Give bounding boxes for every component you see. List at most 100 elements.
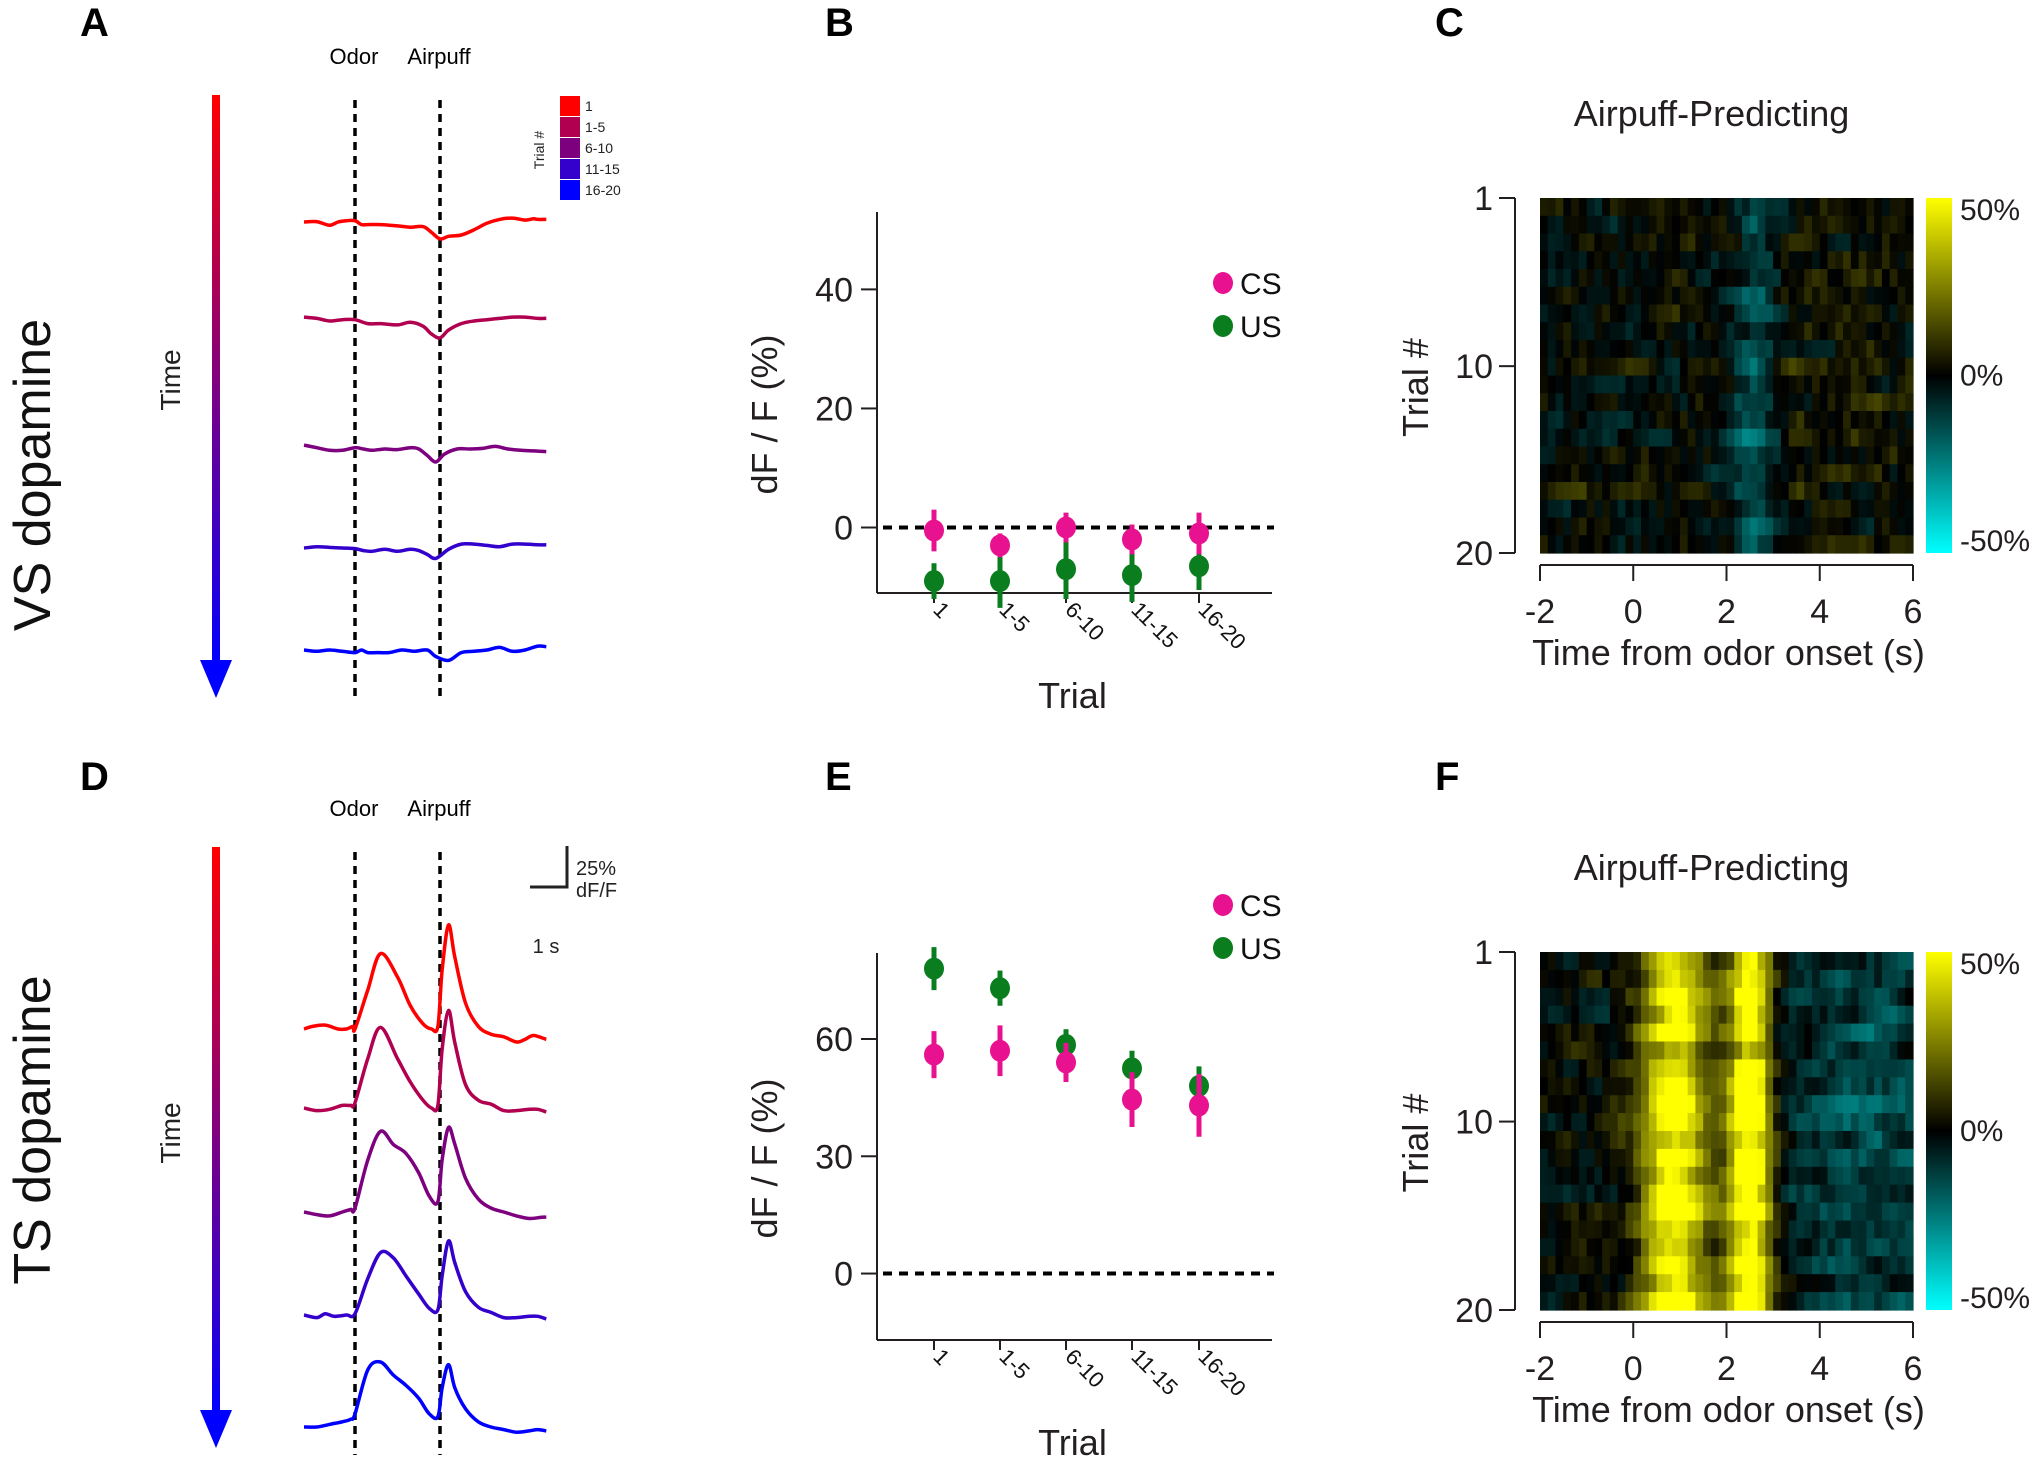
heatmap-cell [1773, 304, 1782, 323]
heatmap-cell [1780, 428, 1790, 448]
heatmap-cell [1547, 969, 1557, 989]
heatmap-cell [1594, 411, 1603, 430]
heatmap-cell [1757, 428, 1766, 448]
trace-6-10 [303, 1125, 547, 1221]
heatmap-cell [1734, 1292, 1743, 1311]
heatmap-cell [1664, 1005, 1673, 1025]
panel-letter-d: D [80, 755, 109, 799]
heatmap-cell [1718, 1166, 1728, 1186]
heatmap-cell [1827, 1113, 1836, 1132]
heatmap-cell [1889, 357, 1899, 377]
heatmap-cell [1788, 1041, 1798, 1060]
heatmap-cell [1609, 251, 1619, 270]
heatmap-cell [1827, 215, 1836, 235]
heatmap-cell [1835, 233, 1844, 252]
heatmap-cell [1563, 1202, 1572, 1222]
heatmap-cell [1594, 286, 1603, 306]
heatmap-cell [1609, 1023, 1619, 1043]
heatmap-cell [1905, 411, 1914, 430]
heatmap-cell [1788, 1256, 1798, 1275]
heatmap-cell [1881, 1059, 1891, 1078]
event-label-airpuff: Airpuff [407, 796, 471, 821]
heatmap-cell [1540, 482, 1549, 501]
heatmap-cell [1703, 1184, 1712, 1204]
heatmap-cell [1827, 322, 1836, 341]
heatmap-cell [1742, 340, 1751, 359]
heatmap-cell [1827, 969, 1836, 989]
heatmap-cell [1780, 1184, 1790, 1204]
heatmap-cell [1765, 304, 1774, 323]
heatmap-cell [1555, 482, 1564, 501]
heatmap-cell [1850, 1059, 1860, 1078]
x-tick-label: 1 [928, 1344, 954, 1370]
heatmap-cell [1811, 1095, 1821, 1114]
heatmap-cell [1703, 499, 1712, 519]
heatmap-cell [1625, 446, 1634, 465]
heatmap-cell [1718, 1077, 1728, 1096]
y-tick-label: 20 [815, 390, 853, 428]
heatmap-cell [1726, 1095, 1735, 1114]
heatmap-cell [1889, 1005, 1899, 1025]
heatmap-cell [1540, 1041, 1549, 1060]
heatmap-cell [1827, 1095, 1836, 1114]
heatmap-cell [1788, 1220, 1798, 1239]
heatmap-cell [1625, 1095, 1634, 1114]
heatmap-cell [1571, 233, 1580, 252]
heatmap-cell [1881, 1202, 1891, 1222]
heatmap-cell [1594, 1095, 1603, 1114]
heatmap-cell [1602, 1166, 1611, 1186]
heatmap-cell [1858, 269, 1867, 288]
event-label-airpuff: Airpuff [407, 44, 471, 69]
heatmap-cell [1602, 969, 1611, 989]
heatmap-cell [1780, 322, 1790, 341]
heatmap-cell [1819, 1238, 1829, 1257]
heatmap-cell [1858, 1077, 1867, 1096]
heatmap-cell [1648, 446, 1658, 465]
heatmap-cell [1578, 375, 1588, 394]
heatmap-cell [1819, 482, 1829, 501]
panel-letter-e: E [825, 755, 852, 799]
heatmap-cell [1889, 411, 1899, 430]
x-tick-label: 4 [1810, 593, 1829, 631]
heatmap-cell [1540, 340, 1549, 359]
heatmap-cell [1819, 1113, 1829, 1132]
heatmap-cell [1827, 304, 1836, 323]
heatmap-cell [1586, 517, 1595, 536]
heatmap-cell [1586, 446, 1595, 465]
heatmap-cell [1874, 1148, 1883, 1168]
heatmap-cell [1594, 1220, 1603, 1239]
heatmap-cell [1578, 428, 1588, 448]
heatmap-cell [1897, 428, 1906, 448]
heatmap-cell [1827, 357, 1836, 377]
heatmap-cell [1726, 428, 1735, 448]
heatmap-cell [1695, 233, 1704, 252]
heatmap-cell [1866, 375, 1875, 394]
trace-11-15 [303, 1239, 547, 1321]
heatmap-cell [1827, 482, 1836, 501]
heatmap-cell [1703, 428, 1712, 448]
heatmap-cell [1656, 535, 1665, 554]
heatmap-cell [1617, 1202, 1627, 1222]
heatmap-cell [1594, 322, 1603, 341]
heatmap-cell [1563, 1005, 1572, 1025]
heatmap-cell [1586, 393, 1595, 412]
heatmap-cell [1773, 1184, 1782, 1204]
heatmap-cell [1641, 1274, 1650, 1293]
heatmap-cell [1788, 286, 1798, 306]
time-arrow-head [200, 660, 232, 698]
heatmap-cell [1679, 251, 1689, 270]
heatmap-cell [1664, 251, 1673, 270]
heatmap-cell [1866, 464, 1875, 483]
colorbar [1926, 952, 1952, 1310]
heatmap-cell [1617, 411, 1627, 430]
heatmap-cell [1780, 517, 1790, 536]
heatmap-cell [1796, 375, 1805, 394]
heatmap-cell [1695, 269, 1704, 288]
heatmap-cell [1625, 499, 1634, 519]
heatmap-cell [1633, 1095, 1642, 1114]
heatmap-cell [1695, 464, 1704, 483]
heatmap-cell [1897, 1202, 1906, 1222]
heatmap-cell [1672, 1095, 1681, 1114]
heatmap-cell [1672, 304, 1681, 323]
heatmap-cell [1578, 446, 1588, 465]
